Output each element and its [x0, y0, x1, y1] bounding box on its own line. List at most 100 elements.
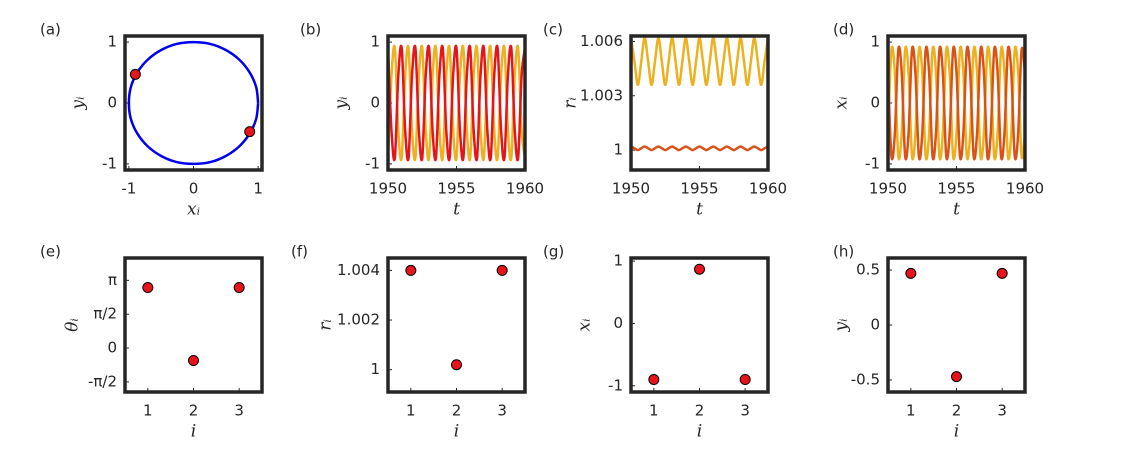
point — [233, 282, 245, 294]
panel-label: (c) — [543, 21, 563, 39]
x-axis-label: t — [696, 200, 703, 220]
x-tick-label: 1960 — [1006, 180, 1044, 198]
point — [996, 267, 1008, 279]
x-axis-label: i — [454, 422, 459, 442]
markers — [648, 263, 751, 386]
point — [694, 263, 705, 275]
panel-label: (h) — [833, 243, 854, 261]
x-tick-label: 1955 — [680, 180, 718, 198]
axes-box — [123, 34, 264, 172]
markers — [129, 68, 256, 138]
axes-box — [123, 256, 264, 394]
axes-box — [886, 256, 1027, 394]
x-axis-label: t — [453, 200, 460, 220]
point — [739, 374, 751, 386]
y-axis-label: yᵢ — [332, 96, 352, 110]
x-axis-label: t — [953, 200, 960, 220]
series-line — [631, 36, 768, 87]
y-tick-label: -0.5 — [851, 370, 880, 388]
x-tick-label: 1 — [143, 402, 153, 420]
markers — [405, 264, 508, 371]
point — [648, 374, 660, 386]
panel: (d) 1950 1955 1960 -1 0 1 t xᵢ — [832, 21, 1045, 220]
panel: (b) 1950 1955 1960 -1 0 1 t yᵢ — [300, 21, 544, 220]
y-tick-label: 1.002 — [337, 311, 380, 329]
x-tick-label: 3 — [497, 402, 507, 420]
y-axis-label: θᵢ — [63, 318, 83, 332]
y-tick-label: 0 — [370, 94, 380, 112]
x-tick-label: 2 — [695, 402, 705, 420]
axes-box — [386, 34, 527, 172]
point — [142, 282, 154, 294]
y-tick-label: 0 — [613, 314, 623, 332]
x-tick-label: 2 — [189, 402, 199, 420]
x-axis-label: i — [954, 422, 959, 442]
point — [405, 264, 417, 276]
point — [905, 267, 917, 279]
x-tick-label: 1 — [406, 402, 416, 420]
y-tick-label: 1 — [370, 33, 380, 51]
plot-area — [888, 45, 1025, 161]
y-tick-label: -1 — [365, 154, 380, 172]
point — [496, 264, 508, 276]
x-tick-label: 1950 — [612, 180, 650, 198]
x-tick-label: 3 — [740, 402, 750, 420]
x-tick-label: 1 — [906, 402, 916, 420]
y-tick-label: 1.006 — [580, 32, 623, 50]
axes-box — [629, 34, 770, 172]
y-tick-label: 1 — [870, 33, 880, 51]
point — [188, 355, 199, 367]
y-tick-label: 0 — [107, 339, 117, 357]
y-axis-label: xᵢ — [832, 96, 852, 109]
series-line — [388, 44, 525, 162]
x-tick-label: -1 — [121, 180, 136, 198]
y-tick-label: 1.003 — [580, 86, 623, 104]
y-tick-label: 1 — [370, 360, 380, 378]
y-tick-label: 0 — [870, 316, 880, 334]
y-tick-label: 0 — [870, 94, 880, 112]
axes-box — [886, 34, 1027, 172]
panel: (g) 1 2 3 -1 0 1 i xᵢ — [543, 243, 770, 442]
series-line — [127, 40, 260, 166]
x-tick-label: 1955 — [437, 180, 475, 198]
plot-area — [631, 36, 768, 152]
series-line — [631, 145, 768, 152]
x-tick-label: 2 — [452, 402, 462, 420]
panel-label: (b) — [300, 21, 321, 39]
y-axis-label: yᵢ — [69, 96, 89, 110]
panel: (e) 1 2 3 -π/2 0 π/2 π i θᵢ — [40, 243, 264, 442]
markers — [142, 282, 245, 367]
panel: (f) 1 2 3 1 1.002 1.004 i rᵢ — [291, 243, 527, 442]
x-tick-label: 1960 — [506, 180, 544, 198]
y-axis-label: rᵢ — [316, 319, 336, 331]
x-axis-label: xᵢ — [187, 200, 200, 220]
axes-box — [386, 256, 527, 394]
panel-label: (g) — [543, 243, 564, 261]
markers — [905, 267, 1008, 383]
y-tick-label: -1 — [865, 154, 880, 172]
panel-label: (f) — [291, 243, 308, 261]
y-tick-label: 1 — [613, 252, 623, 270]
y-axis-label: xᵢ — [575, 318, 595, 331]
x-tick-label: 3 — [234, 402, 244, 420]
y-tick-label: 1.004 — [337, 261, 380, 279]
panel-label: (d) — [833, 21, 854, 39]
x-tick-label: 3 — [997, 402, 1007, 420]
panel: (c) 1950 1955 1960 1 1.003 1.006 t rᵢ — [543, 21, 787, 220]
axes-box — [629, 256, 770, 394]
y-tick-label: 0 — [107, 94, 117, 112]
panel-label: (a) — [40, 21, 61, 39]
y-tick-label: π/2 — [93, 305, 117, 323]
y-axis-label: yᵢ — [832, 318, 852, 332]
x-tick-label: 2 — [952, 402, 962, 420]
x-tick-label: 1960 — [749, 180, 787, 198]
point — [451, 359, 462, 371]
plot-area — [388, 44, 525, 162]
series-line — [888, 45, 1025, 161]
x-tick-label: 1 — [253, 180, 263, 198]
x-axis-label: i — [191, 422, 196, 442]
x-tick-label: 1 — [649, 402, 659, 420]
panel: (h) 1 2 3 -0.5 0 0.5 i yᵢ — [832, 243, 1027, 442]
series-line — [888, 45, 1025, 161]
